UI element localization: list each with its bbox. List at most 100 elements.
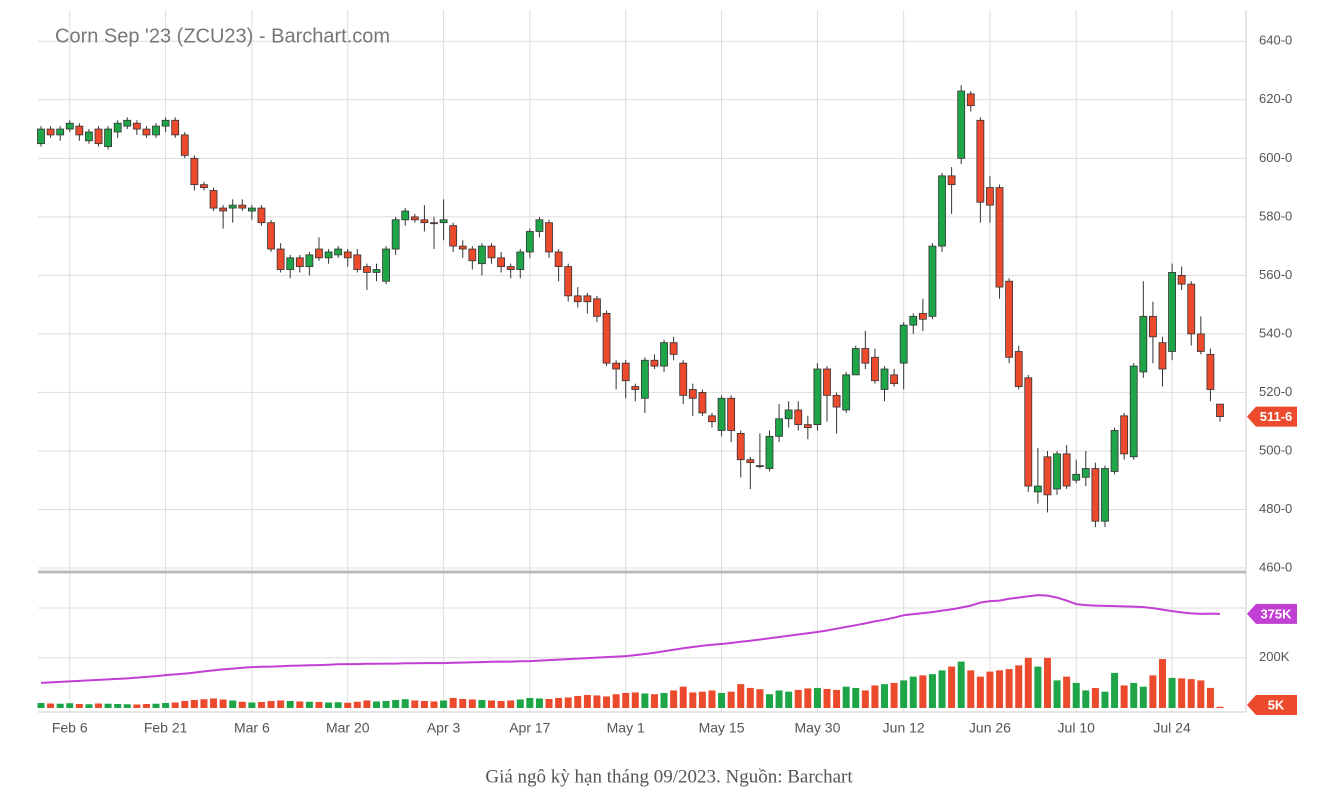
volume-bar [641, 693, 649, 708]
candle-body [1091, 468, 1100, 522]
candle-body [1101, 468, 1109, 522]
x-tick-label: Apr 3 [427, 720, 461, 736]
candle-body [679, 362, 688, 396]
volume-bar [938, 670, 946, 708]
candle-body [660, 342, 668, 367]
candle-body [1216, 403, 1224, 417]
volume-bar [1178, 678, 1186, 708]
y-tick-label: 620-0 [1259, 91, 1292, 106]
volume-bar [967, 670, 975, 708]
candle-body [75, 125, 84, 136]
volume-bar [1197, 680, 1205, 708]
candle-body [976, 119, 985, 203]
candle-body [918, 313, 927, 320]
volume-bar [392, 699, 400, 708]
candle-body [295, 257, 304, 267]
candle-body [947, 175, 956, 186]
volume-bar [650, 694, 658, 708]
candle-body [439, 219, 448, 224]
candle-body [152, 125, 160, 136]
candle-body [669, 342, 678, 355]
candle-body [938, 175, 946, 247]
volume-bar [181, 700, 189, 708]
volume-bar [238, 701, 246, 708]
candle-body [334, 248, 343, 256]
candle-body [928, 245, 937, 317]
volume-bar [1206, 687, 1214, 708]
volume-bar [890, 682, 898, 708]
volume-bar [765, 694, 773, 708]
candle-body [353, 254, 362, 270]
candle-body [430, 222, 438, 225]
candle-body [1168, 272, 1176, 352]
candle-body [1014, 351, 1023, 387]
candle-body [1120, 415, 1129, 455]
candle-body [966, 93, 975, 107]
volume-bar [583, 694, 591, 708]
candle-body [363, 266, 371, 273]
candle-body [756, 465, 764, 467]
value-tag [1247, 695, 1297, 715]
candle-body [823, 368, 831, 396]
volume-bar [1158, 659, 1166, 708]
volume-bar [698, 691, 706, 708]
volume-bar [1015, 665, 1023, 708]
volume-bar [401, 699, 409, 708]
candle-body [803, 424, 812, 428]
volume-bar [1072, 682, 1080, 708]
volume-bar [852, 687, 860, 708]
volume-bar [315, 701, 323, 708]
volume-bar [267, 700, 275, 708]
candle-body [161, 119, 170, 127]
volume-bar [66, 703, 74, 708]
candle-body [871, 356, 879, 382]
volume-bar [976, 676, 984, 708]
candle-body [276, 248, 285, 270]
candle-body [545, 222, 553, 253]
candle-body [861, 348, 870, 364]
volume-bar [804, 688, 812, 708]
x-tick-label: Feb 21 [144, 720, 188, 736]
x-tick-label: May 15 [699, 720, 745, 736]
candle-body [698, 392, 707, 414]
candle-body [123, 119, 132, 127]
volume-bar [919, 675, 927, 708]
candle-body [180, 134, 189, 156]
candle-body [794, 409, 803, 426]
volume-bar [612, 694, 620, 708]
x-tick-label: May 1 [607, 720, 645, 736]
volume-bar [1034, 666, 1042, 708]
x-tick-label: Jul 24 [1153, 720, 1191, 736]
volume-bar [996, 670, 1004, 708]
candle-body [104, 128, 112, 148]
volume-bar [813, 687, 821, 708]
y-tick-label: 460-0 [1259, 559, 1292, 574]
volume-bar [1082, 690, 1090, 708]
candle-body [497, 257, 505, 267]
candle-body [142, 128, 151, 136]
volume-bar [631, 692, 639, 708]
candle-body [94, 128, 103, 145]
candle-body [602, 313, 611, 364]
volume-bar [171, 702, 179, 708]
volume-bar [1101, 691, 1109, 708]
candle-body [688, 389, 697, 399]
volume-bar [363, 700, 371, 708]
candle-body [1110, 430, 1119, 472]
volume-bar [420, 700, 428, 708]
candle-body [995, 187, 1004, 288]
candle-body [765, 435, 774, 469]
candle-body [832, 394, 841, 408]
volume-bar [785, 691, 793, 708]
y-tick-label: 500-0 [1259, 442, 1292, 457]
volume-bar [1043, 657, 1051, 708]
volume-bar [1063, 676, 1071, 708]
volume-bar [516, 699, 524, 708]
chart-title: Corn Sep '23 (ZCU23) - Barchart.com [55, 25, 390, 47]
volume-bar [219, 699, 227, 708]
x-tick-label: Feb 6 [52, 720, 88, 736]
y-tick-label: 540-0 [1259, 325, 1292, 340]
volume-bar [746, 687, 754, 708]
candle-body [190, 157, 199, 186]
candle-body [717, 397, 726, 431]
